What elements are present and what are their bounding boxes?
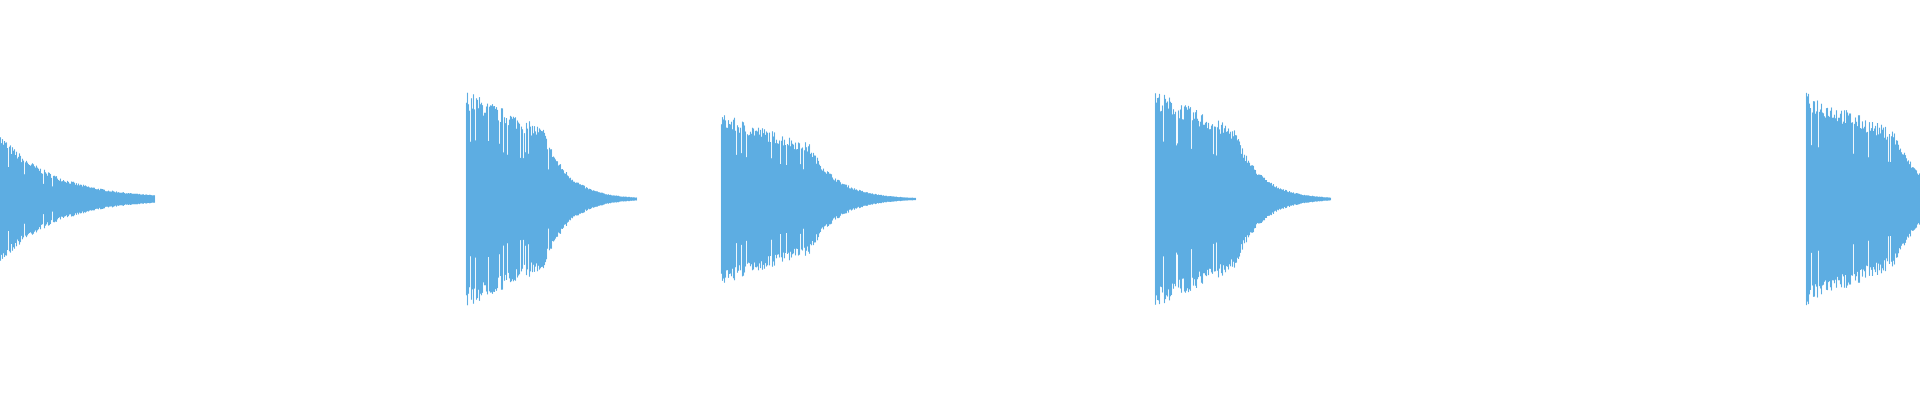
- waveform-burst-shape: [1805, 92, 1920, 306]
- waveform-bursts: [0, 92, 1920, 306]
- waveform-burst: [720, 115, 917, 283]
- waveform-burst-shape: [465, 92, 638, 306]
- waveform-burst-shape: [1154, 93, 1332, 305]
- waveform-burst: [1805, 92, 1920, 306]
- waveform-burst: [465, 92, 638, 306]
- waveform-burst-shape: [0, 137, 156, 261]
- waveform-burst: [1154, 93, 1332, 305]
- waveform-burst-shape: [720, 115, 917, 283]
- waveform-burst: [0, 137, 156, 261]
